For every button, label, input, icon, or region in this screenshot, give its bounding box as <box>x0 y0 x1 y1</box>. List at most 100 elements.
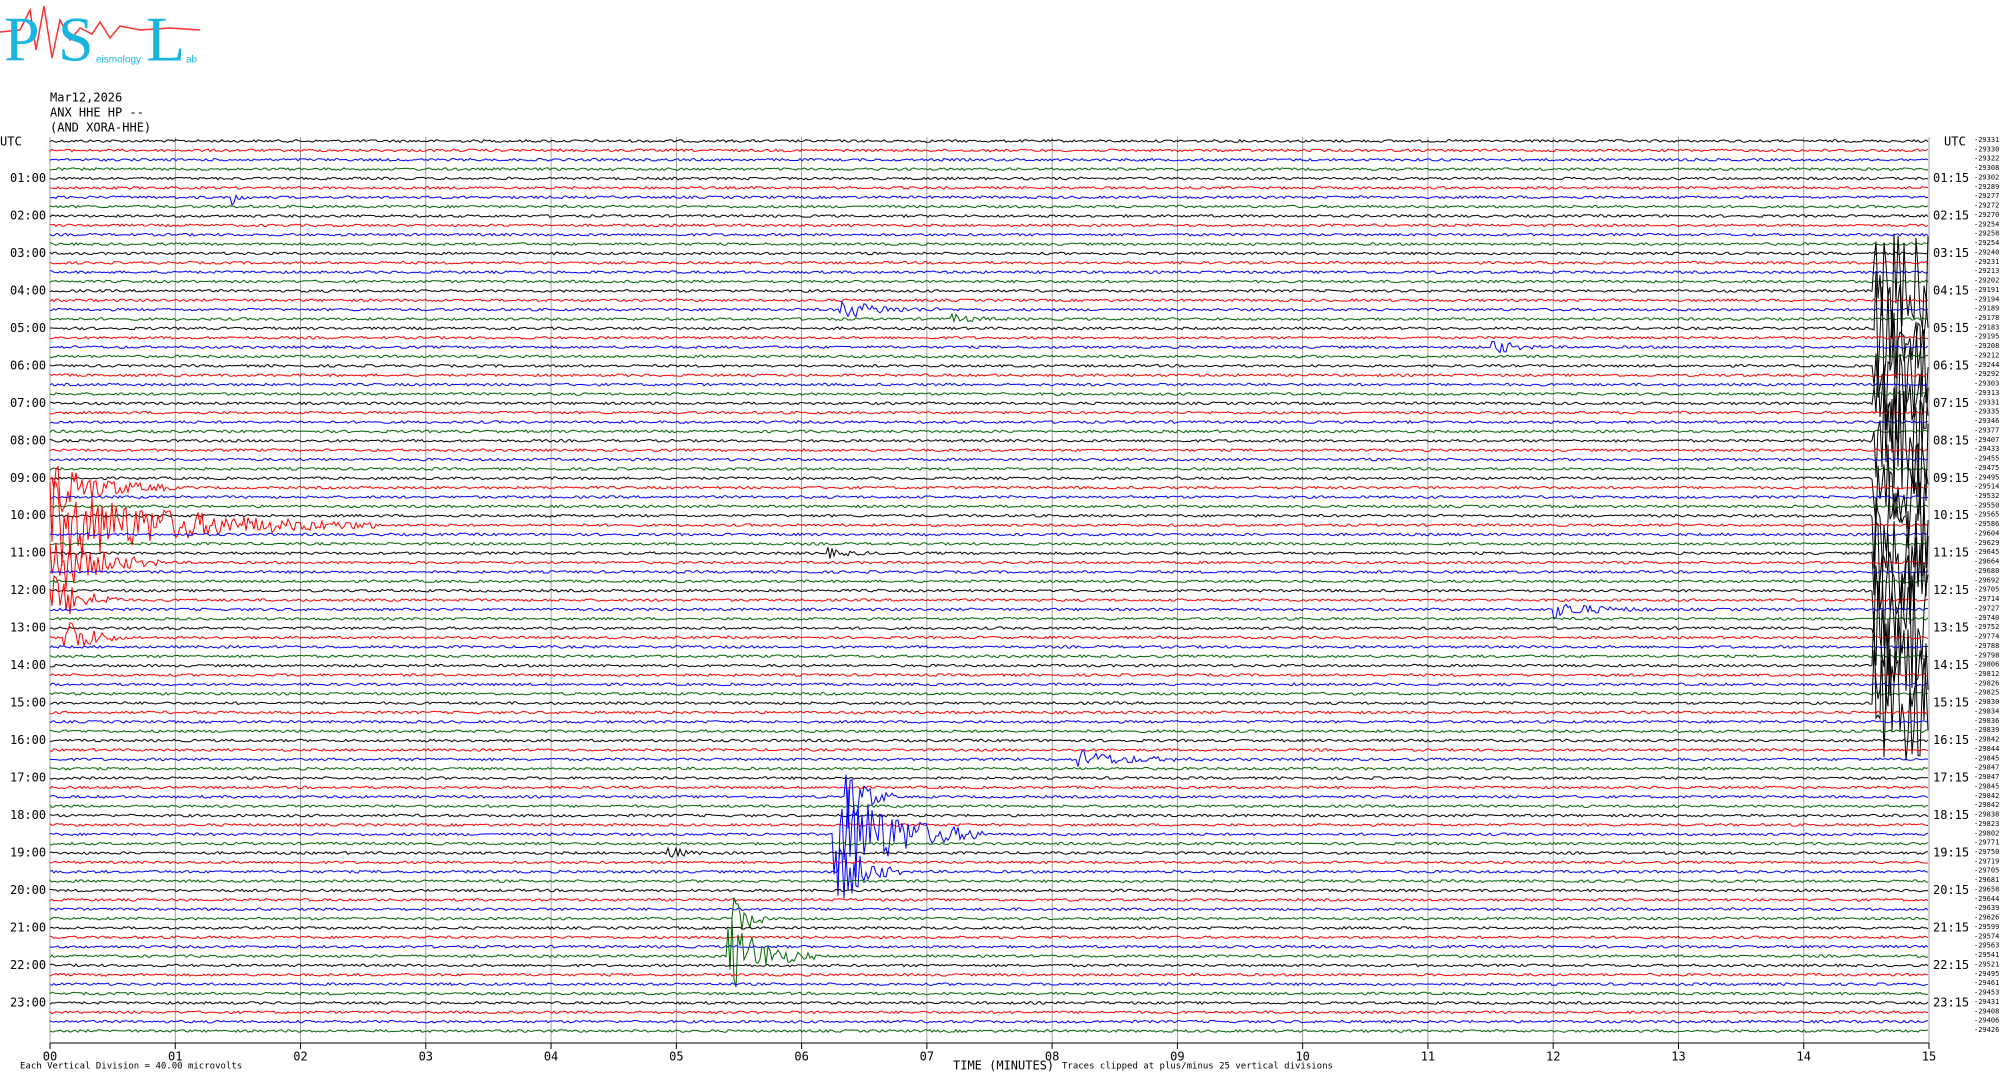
trace-offset: -29521 <box>1974 960 1999 968</box>
x-tick-label: 11 <box>1421 1050 1435 1064</box>
right-time-label: 01:15 <box>1933 171 1969 185</box>
trace <box>50 270 1929 275</box>
scale-note: Each Vertical Division = 40.00 microvolt… <box>20 1062 242 1072</box>
trace-offset: -29836 <box>1974 717 1999 725</box>
x-tick-label: 05 <box>669 1050 683 1064</box>
trace-offset: -29812 <box>1974 670 1999 678</box>
right-time-label: 12:15 <box>1933 583 1969 597</box>
trace-offset: -29240 <box>1974 248 1999 256</box>
left-time-label: 18:00 <box>10 808 46 822</box>
trace-offset: -29377 <box>1974 426 1999 434</box>
trace-offset: -29705 <box>1974 586 1999 594</box>
trace <box>49 466 1929 471</box>
left-time-label: 16:00 <box>10 733 46 747</box>
trace-offset: -29453 <box>1974 989 1999 997</box>
trace <box>49 271 1929 382</box>
trace-offset: -29586 <box>1974 520 1999 528</box>
left-time-label: 15:00 <box>10 696 46 710</box>
trace <box>49 847 1929 899</box>
trace <box>49 541 1929 546</box>
x-tick-label: 01 <box>168 1050 182 1064</box>
trace <box>49 571 1929 689</box>
trace-offset: -29752 <box>1974 623 1999 631</box>
trace <box>49 251 1929 256</box>
trace <box>49 822 1929 827</box>
x-tick-label: 03 <box>419 1050 433 1064</box>
right-time-label: 19:15 <box>1933 846 1969 860</box>
trace-offset: -29461 <box>1974 979 1999 987</box>
x-tick-label: 12 <box>1546 1050 1560 1064</box>
trace-offset: -29231 <box>1974 258 1999 266</box>
trace-offset: -29292 <box>1974 370 1999 378</box>
x-tick-label: 10 <box>1295 1050 1309 1064</box>
trace-offset: -29331 <box>1974 398 1999 406</box>
clip-note: Traces clipped at plus/minus 25 vertical… <box>1062 1062 1333 1072</box>
trace <box>49 785 1929 790</box>
right-time-label: 04:15 <box>1933 283 1969 297</box>
trace <box>49 1019 1929 1024</box>
trace-offset: -29788 <box>1974 642 1999 650</box>
left-time-label: 10:00 <box>10 508 46 522</box>
trace-offset: -29303 <box>1974 380 1999 388</box>
trace <box>49 603 1929 620</box>
trace <box>49 644 1929 649</box>
trace-offset: -29277 <box>1974 192 1999 200</box>
trace-offset: -29604 <box>1974 529 1999 537</box>
trace-offset: -29839 <box>1974 726 1999 734</box>
trace-offset: -29714 <box>1974 595 1999 603</box>
trace-offset: -29842 <box>1974 792 1999 800</box>
x-tick-label: 09 <box>1170 1050 1184 1064</box>
trace-offset: -29845 <box>1974 754 1999 762</box>
left-time-label: 20:00 <box>10 883 46 897</box>
trace-offset: -29802 <box>1974 829 1999 837</box>
trace-offset: -29798 <box>1974 651 1999 659</box>
trace <box>49 279 1929 284</box>
trace-offset: -29335 <box>1974 408 1999 416</box>
left-time-label: 13:00 <box>10 621 46 635</box>
logo-word: eismology <box>96 55 141 66</box>
right-time-label: 14:15 <box>1933 658 1969 672</box>
right-time-label: 17:15 <box>1933 771 1969 785</box>
trace <box>49 309 1929 425</box>
trace <box>49 204 1929 209</box>
trace-offset: -29455 <box>1974 455 1999 463</box>
trace <box>49 579 1929 584</box>
trace <box>49 982 1929 987</box>
trace-offset: -29658 <box>1974 885 1999 893</box>
left-time-label: 06:00 <box>10 358 46 372</box>
trace <box>49 148 1929 153</box>
trace <box>49 423 1929 526</box>
left-time-label: 02:00 <box>10 208 46 222</box>
x-tick-label: 08 <box>1045 1050 1059 1064</box>
trace-offset: -29475 <box>1974 464 1999 472</box>
trace <box>49 185 1929 190</box>
trace <box>49 710 1929 715</box>
left-time-label: 14:00 <box>10 658 46 672</box>
trace <box>49 233 1929 339</box>
left-time-label: 17:00 <box>10 771 46 785</box>
trace <box>49 469 1929 569</box>
trace-offset: -29208 <box>1974 342 1999 350</box>
trace-offset: -29774 <box>1974 633 1999 641</box>
left-time-label: 12:00 <box>10 583 46 597</box>
trace-offset: -29244 <box>1974 361 1999 369</box>
trace-offset: -29639 <box>1974 904 1999 912</box>
trace-offset: -29406 <box>1974 1017 1999 1025</box>
trace <box>49 242 1929 247</box>
trace-offset: -29844 <box>1974 745 1999 753</box>
left-time-label: 09:00 <box>10 471 46 485</box>
trace <box>49 223 1929 228</box>
trace-offset: -29254 <box>1974 220 1999 228</box>
trace-offset: -29213 <box>1974 267 1999 275</box>
left-time-label: 05:00 <box>10 321 46 335</box>
x-tick-label: 04 <box>544 1050 558 1064</box>
trace <box>49 382 1929 387</box>
trace <box>49 944 1929 949</box>
trace-offset: -29705 <box>1974 867 1999 875</box>
trace-offset: -29842 <box>1974 801 1999 809</box>
trace-offset: -29289 <box>1974 183 1999 191</box>
right-time-label: 22:15 <box>1933 958 1969 972</box>
trace <box>49 167 1929 172</box>
